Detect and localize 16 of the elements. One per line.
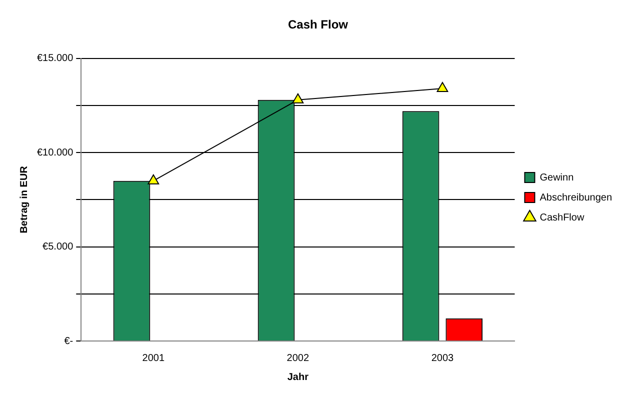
legend-label: Gewinn — [540, 172, 574, 184]
point — [148, 174, 160, 184]
legend-label: Abschreibungen — [540, 192, 612, 204]
y-tick-label: €5.000 — [42, 242, 74, 253]
x-tick-label: 2003 — [431, 352, 454, 364]
y-tick-label: €15.000 — [36, 53, 74, 64]
x-tick-label: 2002 — [286, 352, 310, 364]
y-tick-label: €10.000 — [36, 147, 74, 158]
x-tick-label: 2001 — [142, 352, 165, 364]
y-tick-label: €- — [64, 336, 74, 347]
point — [292, 93, 304, 104]
point — [436, 82, 448, 92]
chart-title: Cash Flow — [288, 18, 349, 32]
x-axis-title: Jahr — [287, 372, 309, 383]
y-axis-title: Betrag in EUR — [18, 165, 30, 234]
legend-label: CashFlow — [540, 212, 585, 224]
